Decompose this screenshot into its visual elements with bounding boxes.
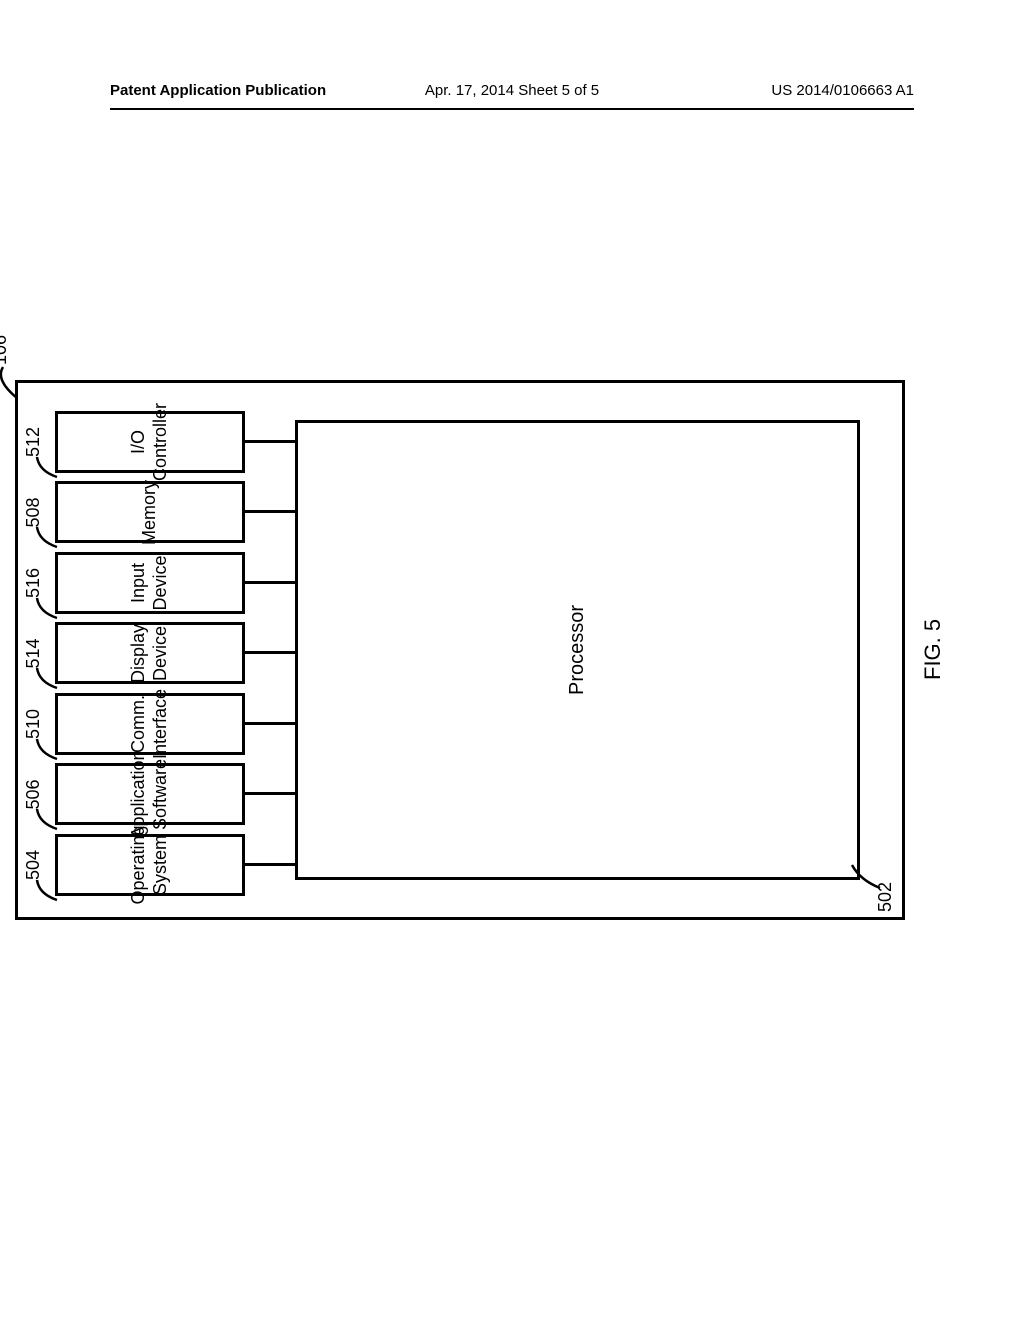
block-label-510: Comm. Interface: [128, 689, 171, 759]
lead-504: [35, 867, 60, 902]
page-header: Patent Application Publication Apr. 17, …: [110, 82, 914, 110]
bus-504: [245, 863, 295, 866]
block-510: Comm. Interface: [55, 693, 245, 755]
lead-502: [850, 850, 885, 890]
bus-506: [245, 793, 295, 796]
block-508: Memory: [55, 482, 245, 544]
figure-caption: FIG. 5: [920, 619, 946, 680]
block-516: Input Device: [55, 552, 245, 614]
lead-510: [35, 726, 60, 761]
header-pubnum: US 2014/0106663 A1: [771, 82, 914, 99]
lead-106: [0, 360, 35, 400]
page: Patent Application Publication Apr. 17, …: [0, 0, 1024, 1320]
lead-506: [35, 797, 60, 832]
block-label-506: Application Software: [128, 750, 171, 838]
block-label-514: Display Device: [128, 624, 171, 683]
lead-512: [35, 444, 60, 479]
block-label-516: Input Device: [128, 555, 171, 610]
header-sheet: Apr. 17, 2014 Sheet 5 of 5: [425, 82, 599, 99]
block-label-508: Memory: [139, 480, 161, 545]
bus-510: [245, 722, 295, 725]
bus-508: [245, 511, 295, 514]
block-514: Display Device: [55, 623, 245, 685]
block-512: I/O Controller: [55, 411, 245, 473]
bus-516: [245, 581, 295, 584]
figure-5: 106 Operating System504Application Softw…: [15, 380, 905, 920]
processor-box: Processor: [295, 420, 860, 880]
block-504: Operating System: [55, 834, 245, 896]
lead-516: [35, 585, 60, 620]
header-publication: Patent Application Publication: [110, 82, 326, 99]
bus-512: [245, 440, 295, 443]
lead-514: [35, 656, 60, 691]
processor-label: Processor: [566, 605, 589, 695]
bus-514: [245, 652, 295, 655]
block-506: Application Software: [55, 764, 245, 826]
lead-508: [35, 515, 60, 550]
block-label-512: I/O Controller: [128, 403, 171, 481]
